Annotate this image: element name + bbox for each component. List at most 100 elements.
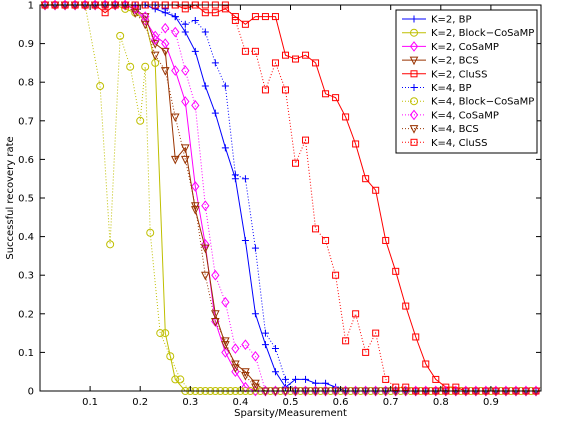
data-point-k-2-bcs [170, 155, 180, 165]
data-point-k-4-cluss [392, 383, 400, 391]
legend-marker [410, 138, 418, 146]
data-point-k-4-block-cosamp [176, 375, 185, 384]
data-point-k-4-bp [171, 13, 179, 21]
data-point-k-4-bcs [140, 20, 150, 30]
data-point-k-2-cluss [271, 13, 279, 21]
data-point-k-4-block-cosamp [126, 62, 135, 71]
data-point-k-4-bcs [241, 372, 250, 381]
data-point-k-4-block-cosamp [166, 352, 175, 361]
y-tick-label: 0.3 [18, 271, 34, 282]
data-point-k-4-cosamp [151, 34, 160, 46]
y-tick-label: 1 [28, 1, 34, 12]
data-point-k-2-bcs [160, 47, 170, 57]
data-point-k-4-bcs [211, 318, 220, 327]
data-point-k-4-bp [201, 28, 209, 36]
x-tick-label: 0.5 [283, 397, 299, 408]
data-point-k-4-cosamp [201, 200, 210, 212]
y-tick-label: 0.6 [18, 155, 34, 166]
data-point-k-2-bp [251, 310, 259, 318]
data-point-k-4-bcs [201, 271, 210, 281]
data-point-k-4-bp [221, 82, 229, 90]
data-point-k-2-cluss [332, 94, 340, 102]
data-point-k-2-cluss [372, 186, 380, 194]
data-point-k-4-bcs [231, 364, 240, 373]
legend-marker [410, 28, 418, 37]
data-point-k-4-cluss [281, 86, 289, 94]
legend-entry-k-4-cluss: K=4, CluSS [402, 138, 487, 149]
data-point-k-4-cluss [342, 337, 350, 345]
data-point-k-4-cosamp [251, 350, 260, 362]
legend-entry-k-2-block-cosamp: K=2, Block−CoSaMP [402, 28, 534, 39]
data-point-k-2-cosamp [191, 181, 200, 192]
data-point-k-2-bp [241, 236, 249, 244]
data-point-k-4-block-cosamp [116, 31, 125, 40]
data-point-k-4-block-cosamp [96, 82, 105, 91]
data-point-k-4-bcs [180, 155, 190, 165]
data-point-k-2-cluss [211, 9, 219, 17]
data-point-k-2-cluss [251, 13, 259, 21]
data-point-k-2-bp [261, 341, 269, 349]
legend-entry-k-2-cosamp: K=2, CoSaMP [402, 41, 499, 53]
data-point-k-2-bcs [180, 144, 190, 153]
legend-marker [409, 41, 419, 52]
data-point-k-2-bp [271, 368, 279, 376]
data-point-k-4-bp [161, 5, 169, 13]
data-point-k-2-cosamp [181, 96, 190, 107]
x-tick-label: 0.8 [433, 397, 449, 408]
data-point-k-2-bp [302, 375, 310, 383]
data-point-k-2-cluss [432, 375, 440, 383]
y-tick-label: 0.1 [18, 348, 34, 359]
data-point-k-4-block-cosamp [156, 329, 165, 338]
data-point-k-4-bcs [160, 67, 170, 76]
data-point-k-2-block-cosamp [161, 329, 170, 338]
data-point-k-2-cosamp [241, 381, 250, 393]
data-point-k-4-bcs [191, 202, 200, 211]
x-tick-label: 0.7 [383, 397, 399, 408]
y-tick-label: 0.7 [18, 116, 34, 127]
legend-marker [409, 56, 419, 66]
data-point-k-4-bcs [170, 113, 180, 123]
data-point-k-4-block-cosamp [146, 228, 155, 237]
data-point-k-4-bp [181, 20, 189, 28]
legend-label: K=2, CluSS [431, 69, 487, 80]
data-point-k-4-bcs [251, 383, 260, 393]
legend-label: K=2, BP [431, 15, 472, 26]
data-point-k-2-cluss [382, 236, 390, 244]
x-tick-label: 0.4 [232, 397, 248, 408]
data-point-k-4-cluss [241, 47, 249, 55]
y-tick-label: 0 [28, 387, 34, 398]
legend-marker [410, 15, 418, 23]
data-point-k-4-cluss [251, 47, 259, 55]
data-point-k-4-cluss [372, 329, 380, 337]
data-point-k-4-cluss [352, 310, 360, 318]
data-point-k-2-cluss [221, 5, 229, 13]
data-point-k-2-bp [312, 379, 320, 387]
legend-label: K=2, Block−CoSaMP [431, 28, 534, 39]
data-point-k-2-bcs [150, 40, 160, 49]
data-point-k-2-cluss [322, 90, 330, 98]
data-point-k-2-cluss [302, 51, 310, 59]
data-point-k-2-cluss [181, 5, 189, 13]
legend-label: K=2, BCS [431, 56, 479, 67]
x-tick-label: 0.3 [182, 397, 198, 408]
data-point-k-4-cluss [292, 159, 300, 167]
data-point-k-2-cluss [261, 13, 269, 21]
data-point-k-4-cluss [231, 16, 239, 24]
legend-entry-k-2-cluss: K=2, CluSS [402, 69, 487, 80]
legend: K=2, BP K=2, Block−CoSaMP K=2, CoSaMP K=2, … [395, 9, 538, 154]
y-tick-label: 0.8 [18, 78, 34, 89]
data-point-k-2-cosamp [221, 347, 230, 358]
data-point-k-2-block-cosamp [171, 375, 180, 384]
data-point-k-4-cosamp [171, 26, 180, 38]
data-point-k-4-bp [251, 244, 259, 252]
y-tick-label: 0.9 [18, 39, 34, 50]
data-point-k-4-bp [211, 59, 219, 67]
legend-entry-k-4-cosamp: K=4, CoSaMP [402, 109, 499, 121]
data-point-k-4-bcs [150, 51, 160, 61]
x-tick-label: 0.1 [82, 397, 98, 408]
data-point-k-2-bp [292, 375, 300, 383]
data-point-k-4-bp [281, 375, 289, 383]
legend-entry-k-4-bp: K=4, BP [402, 83, 472, 94]
